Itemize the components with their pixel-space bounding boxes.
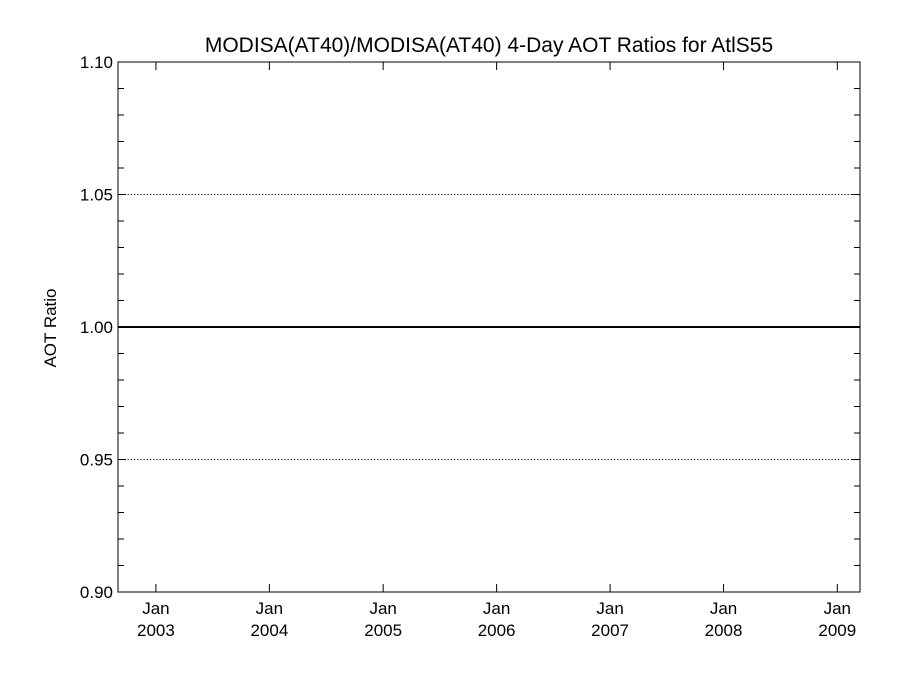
y-tick-label: 0.90 [80, 583, 113, 602]
x-tick-labels: Jan 2003 Jan 2004 Jan 2005 Jan 2006 Jan 2007 Jan 20… [137, 599, 856, 640]
x-tick-label-month: Jan [710, 599, 737, 618]
y-tick-label: 1.10 [80, 53, 113, 72]
x-tick-label-month: Jan [256, 599, 283, 618]
x-tick-label-month: Jan [483, 599, 510, 618]
x-tick-label-year: 2008 [705, 621, 743, 640]
x-tick-label-year: 2005 [364, 621, 402, 640]
y-axis-label: AOT Ratio [41, 288, 60, 367]
y-tick-label: 1.05 [80, 186, 113, 205]
y-tick-labels: 0.90 0.95 1.00 1.05 1.10 [80, 53, 113, 602]
x-tick-label-year: 2007 [591, 621, 629, 640]
plot-frame [117, 61, 861, 593]
y-tick-label: 0.95 [80, 451, 113, 470]
x-tick-label-year: 2003 [137, 621, 175, 640]
chart-title: MODISA(AT40)/MODISA(AT40) 4-Day AOT Rati… [205, 34, 773, 57]
x-tick-label-year: 2009 [818, 621, 856, 640]
x-tick-label-month: Jan [596, 599, 623, 618]
axis-ticks [118, 61, 860, 593]
reference-lines [118, 61, 860, 593]
y-tick-label: 1.00 [80, 318, 113, 337]
x-tick-label-month: Jan [142, 599, 169, 618]
x-tick-label-month: Jan [369, 599, 396, 618]
x-tick-label-year: 2004 [250, 621, 288, 640]
x-tick-label-year: 2006 [478, 621, 516, 640]
x-tick-label-month: Jan [824, 599, 851, 618]
